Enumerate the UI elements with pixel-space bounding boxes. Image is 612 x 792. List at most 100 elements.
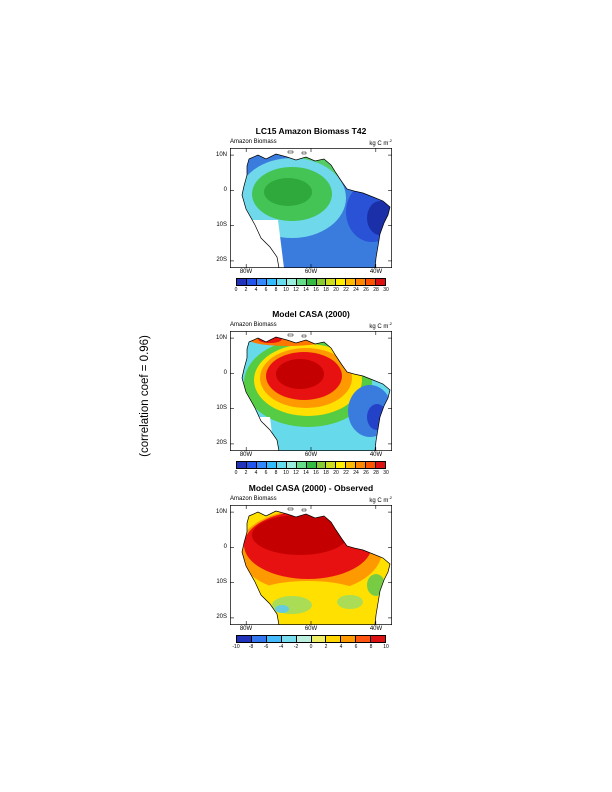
colorbar-tick-label: 28 [373,470,379,476]
colorbar-cell [311,636,327,642]
coastline [241,153,391,268]
colorbar-cell [296,279,307,285]
lon-tick-80W: 80W [239,452,253,458]
colorbar-cell [376,462,386,468]
lon-tick-80W: 80W [239,626,253,632]
panel-casa-minus-observed: Model CASA (2000) - Observed Amazon Biom… [212,483,412,655]
colorbar-cell [256,279,267,285]
colorbar-tick-label: 26 [363,470,369,476]
colorbar-cell [296,462,307,468]
colorbar-cell [237,462,247,468]
colorbar-cell [306,462,317,468]
coastline [241,336,391,451]
colorbar-tick-label: 20 [333,287,339,293]
lat-tick-20S: 20S [216,440,227,446]
colorbar-tick-label: 0 [309,644,313,650]
map-subtitle: Amazon Biomass [230,139,277,145]
colorbar-cell [316,462,327,468]
colorbar-tick-label: 8 [274,287,278,293]
lon-tick-40W: 40W [369,626,383,632]
panel-title: Model CASA (2000) [272,309,350,319]
colorbar-tick-label: 4 [254,287,258,293]
lat-tick-10S: 10S [216,405,227,411]
colorbar-cell [276,462,287,468]
colorbar-tick-label: 0 [234,470,238,476]
lon-tick-40W: 40W [369,452,383,458]
colorbar-tick-label: 24 [353,470,359,476]
colorbar-cell [346,279,357,285]
lat-tick-0: 0 [223,370,227,376]
colorbar-tick-label: 30 [383,287,389,293]
colorbar-tick-label: 10 [383,644,389,650]
colorbar-cell [326,636,342,642]
units-label: kg C m-2 [369,138,392,147]
colorbar-tick-label: 18 [323,470,329,476]
colorbar-tick-label: 2 [244,287,248,293]
colorbar-cell [246,279,257,285]
colorbar-cell [346,462,357,468]
biomass-map [230,331,392,451]
colorbar-tick-label: 26 [363,287,369,293]
colorbar-cell [281,636,297,642]
map-subtitle: Amazon Biomass [230,322,277,328]
colorbar-tick-label: 6 [264,470,268,476]
colorbar-tick-label: 20 [333,470,339,476]
colorbar-cells [236,278,386,286]
units-label: kg C m-2 [369,321,392,330]
colorbar-tick-label: 10 [283,287,289,293]
contour-fills [242,154,390,268]
contour-fills [242,337,390,451]
contour-fills [242,511,390,625]
colorbar-tick-label: 18 [323,287,329,293]
panel-model-casa: Model CASA (2000) Amazon Biomass kg C m-… [212,309,412,481]
colorbar-tick-label: 2 [324,644,328,650]
biomass-map [230,148,392,268]
islands [287,507,307,512]
colorbar-cell [326,279,337,285]
panel-title: Model CASA (2000) - Observed [248,483,374,493]
lon-tick-60W: 60W [304,269,318,275]
colorbar-tick-label: 24 [353,287,359,293]
colorbar-tick-label: 2 [244,470,248,476]
colorbar: -10 -8 -6 -4 -2 0 2 4 6 8 10 [232,635,389,651]
colorbar-cell [266,462,277,468]
colorbar-tick-label: -2 [293,644,299,650]
colorbar-ticks: 0 2 4 6 8 10 12 14 16 18 20 22 24 26 28 30 [234,286,389,294]
lat-tick-10N: 10N [215,335,227,341]
colorbar-cell [371,636,386,642]
colorbar-cell [366,279,377,285]
lon-tick-60W: 60W [304,452,318,458]
lat-tick-0: 0 [223,544,227,550]
colorbar-tick-label: 14 [303,287,309,293]
colorbar-tick-label: 10 [283,470,289,476]
lon-tick-40W: 40W [369,269,383,275]
colorbar-tick-label: 22 [343,470,349,476]
lat-tick-20S: 20S [216,257,227,263]
colorbar-tick-label: 28 [373,287,379,293]
colorbar-tick-label: 30 [383,470,389,476]
lon-tick-80W: 80W [239,269,253,275]
map-frame [230,331,392,451]
coastline [241,510,391,625]
colorbar-cell [336,279,347,285]
lon-tick-60W: 60W [304,626,318,632]
islands [287,150,307,155]
colorbar-cell [356,462,367,468]
colorbar-tick-label: 8 [369,644,373,650]
lat-tick-0: 0 [223,187,227,193]
colorbar-tick-label: 0 [234,287,238,293]
colorbar-tick-label: -8 [248,644,254,650]
lat-tick-10S: 10S [216,222,227,228]
colorbar-tick-label: -10 [232,644,240,650]
colorbar: 0 2 4 6 8 10 12 14 16 18 20 22 24 26 28 30 [234,461,389,477]
colorbar-cell [256,462,267,468]
map-frame [230,505,392,625]
colorbar-tick-label: -4 [278,644,284,650]
panel-title: LC15 Amazon Biomass T42 [255,126,367,136]
colorbar-cell [356,279,367,285]
colorbar-tick-label: 6 [264,287,268,293]
colorbar-tick-label: 6 [354,644,358,650]
colorbar-tick-label: 8 [274,470,278,476]
map-subtitle: Amazon Biomass [230,496,277,502]
colorbar-tick-label: 12 [293,287,299,293]
